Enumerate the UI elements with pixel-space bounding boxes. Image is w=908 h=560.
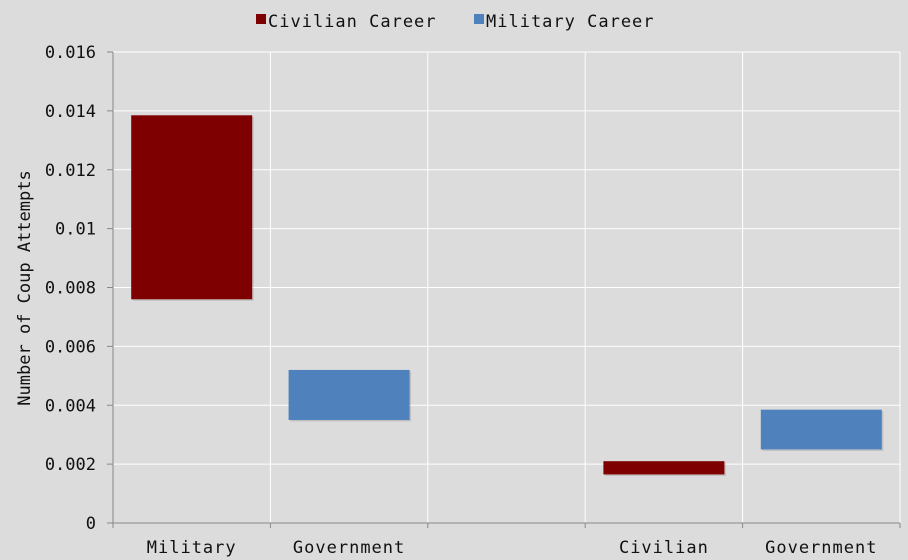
bars [131, 115, 884, 476]
y-tick-label: 0.002 [45, 455, 96, 475]
y-tick-label: 0 [86, 514, 96, 534]
x-category-label: Military [147, 538, 237, 558]
bar [288, 369, 410, 420]
axes: 0 0.002 0.004 0.006 0.008 0.01 0.012 0.014 0.016… [45, 43, 901, 558]
bar [603, 461, 725, 475]
bar [131, 115, 253, 300]
x-category-label: Civilian [619, 538, 709, 558]
legend-label: Military Career [486, 12, 655, 32]
y-tick-label: 0.014 [45, 102, 96, 122]
legend-swatch [474, 14, 484, 24]
x-category-label: Government [765, 538, 877, 558]
y-tick-label: 0.006 [45, 337, 96, 357]
y-tick-label: 0.01 [55, 220, 96, 240]
y-axis-title: Number of Coup Attempts [15, 170, 35, 405]
legend-swatch [256, 14, 266, 24]
x-category-label: Government [293, 538, 405, 558]
legend-label: Civilian Career [268, 12, 437, 32]
bar [760, 409, 882, 450]
legend: Civilian Career Military Career [256, 12, 655, 32]
y-tick-label: 0.012 [45, 161, 96, 181]
y-tick-label: 0.004 [45, 396, 96, 416]
y-tick-label: 0.016 [45, 43, 96, 63]
y-tick-label: 0.008 [45, 279, 96, 299]
